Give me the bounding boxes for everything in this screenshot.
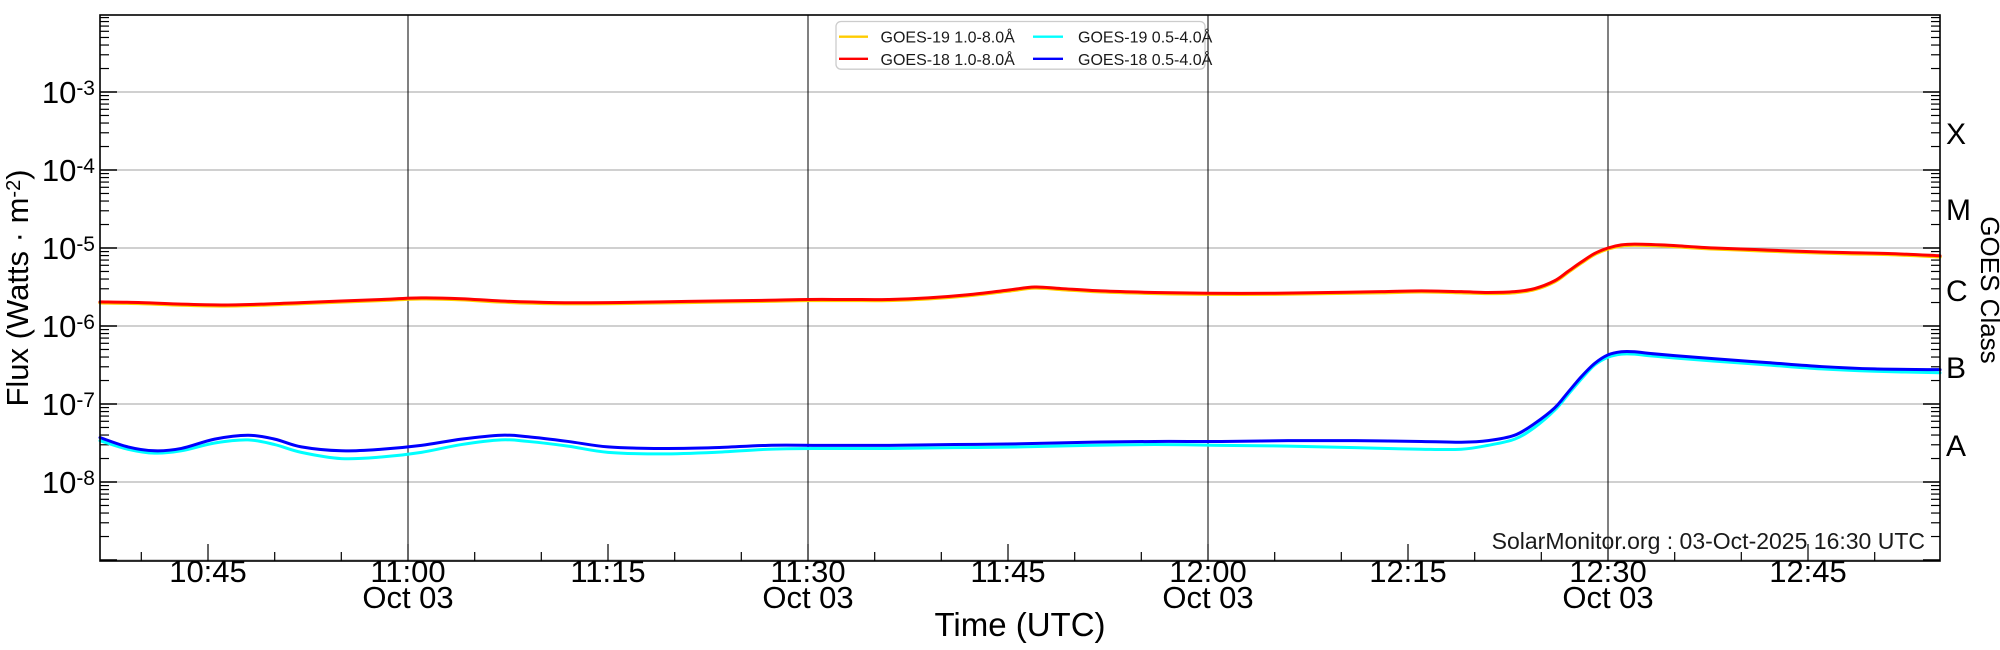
svg-text:Oct 03: Oct 03 <box>762 580 853 615</box>
svg-text:Flux (Watts · m-2): Flux (Watts · m-2) <box>0 169 35 406</box>
svg-text:Oct 03: Oct 03 <box>1162 580 1253 615</box>
svg-text:C: C <box>1946 275 1968 308</box>
svg-text:A: A <box>1946 430 1966 463</box>
svg-text:Oct 03: Oct 03 <box>1562 580 1653 615</box>
svg-text:SolarMonitor.org : 03-Oct-2025: SolarMonitor.org : 03-Oct-2025 16:30 UTC <box>1492 528 1925 554</box>
svg-text:Time (UTC): Time (UTC) <box>934 606 1105 643</box>
svg-text:GOES-18 0.5-4.0Å: GOES-18 0.5-4.0Å <box>1078 50 1213 69</box>
svg-text:Oct 03: Oct 03 <box>362 580 453 615</box>
svg-text:11:45: 11:45 <box>970 554 1045 589</box>
svg-text:GOES-18 1.0-8.0Å: GOES-18 1.0-8.0Å <box>881 50 1016 69</box>
svg-text:GOES-19 1.0-8.0Å: GOES-19 1.0-8.0Å <box>881 28 1016 47</box>
svg-text:M: M <box>1946 194 1971 227</box>
svg-text:GOES-19 0.5-4.0Å: GOES-19 0.5-4.0Å <box>1078 28 1213 47</box>
svg-text:X: X <box>1946 118 1966 151</box>
svg-text:12:15: 12:15 <box>1369 554 1447 589</box>
svg-text:10:45: 10:45 <box>169 554 247 589</box>
svg-text:B: B <box>1946 352 1966 385</box>
svg-text:12:45: 12:45 <box>1769 554 1847 589</box>
svg-text:11:15: 11:15 <box>570 554 645 589</box>
svg-text:GOES Class: GOES Class <box>1975 216 2000 363</box>
